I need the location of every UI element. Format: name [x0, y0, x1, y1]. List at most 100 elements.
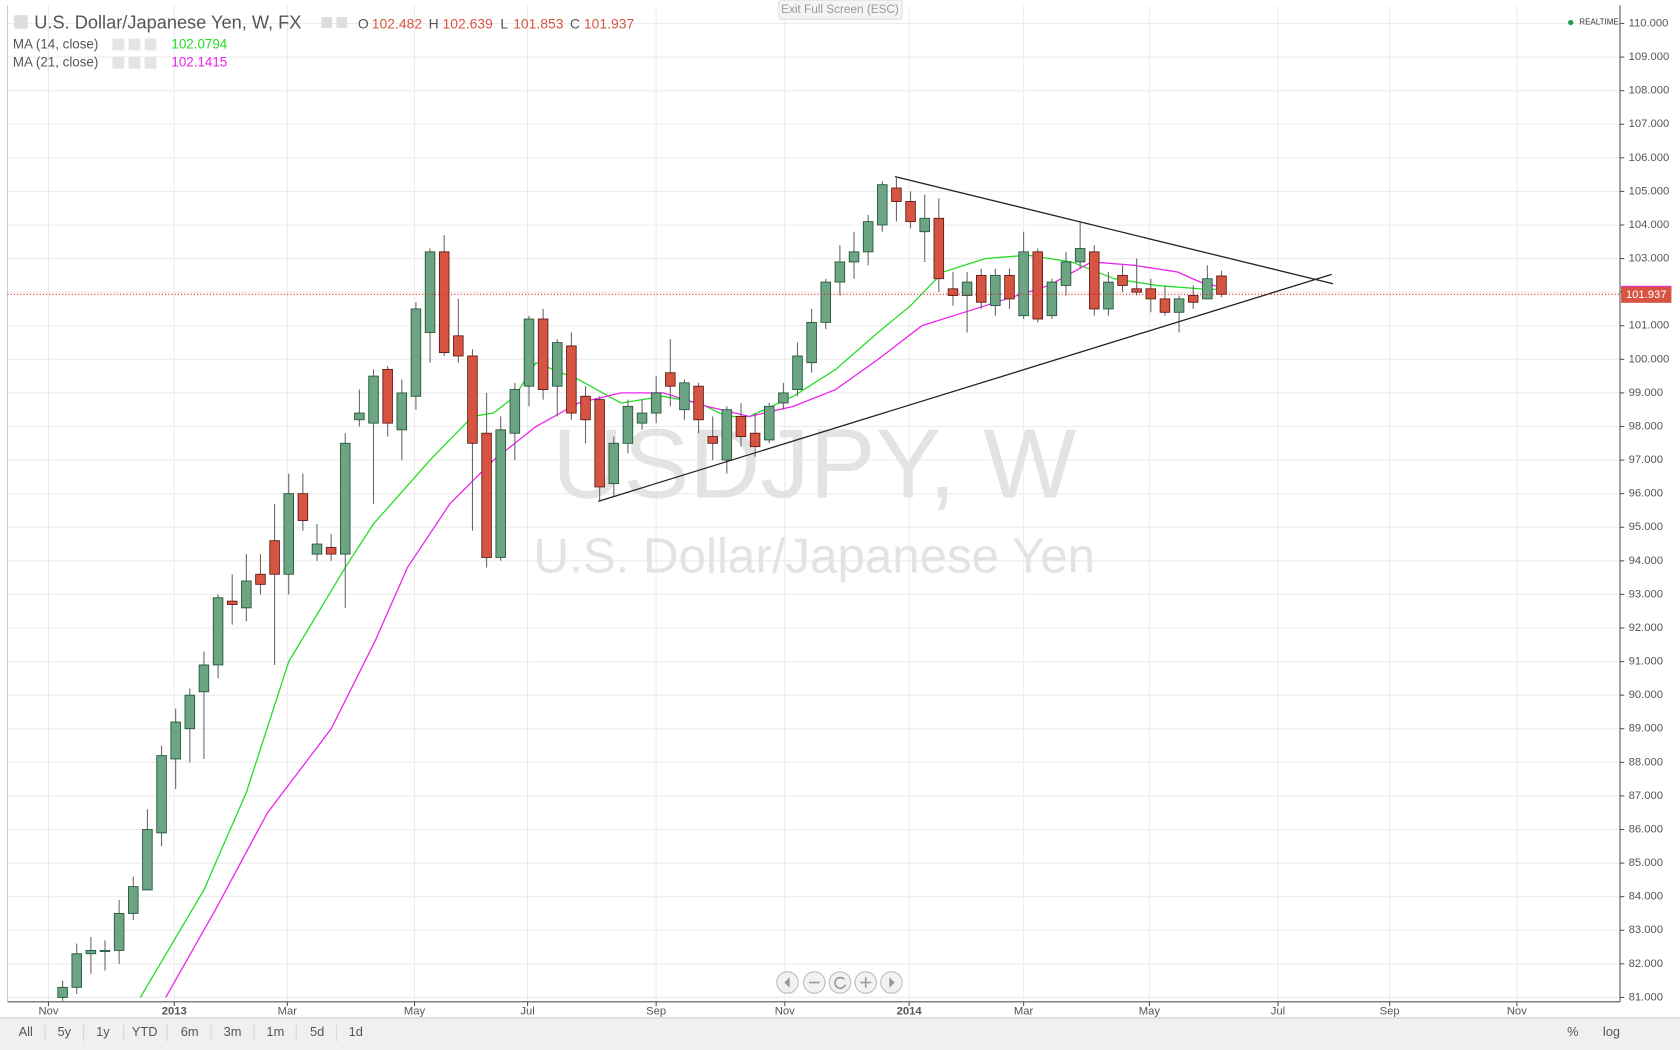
- range-button[interactable]: 5y: [57, 1024, 71, 1039]
- icon[interactable]: [128, 56, 141, 69]
- x-tick-label: Nov: [1507, 1005, 1527, 1017]
- grid: [7, 5, 1620, 1002]
- candle-body: [679, 382, 690, 411]
- candle-body: [933, 217, 945, 280]
- candle-body: [424, 251, 436, 333]
- candle-body: [99, 949, 111, 952]
- price-label-box: [1621, 286, 1672, 303]
- candle-body: [212, 597, 224, 666]
- favorite-icon[interactable]: [13, 15, 28, 29]
- icon[interactable]: [144, 56, 157, 69]
- candle-body: [71, 953, 82, 988]
- icon[interactable]: [336, 17, 348, 28]
- y-tick-label: 82.000: [1629, 958, 1663, 970]
- plot-area: [57, 177, 1227, 1001]
- candle-body: [241, 580, 252, 609]
- y-tick-label: 101.000: [1629, 320, 1670, 332]
- candle-body: [438, 251, 450, 354]
- candle-body: [693, 385, 704, 421]
- ohlc-value: 102.482: [372, 15, 423, 31]
- candle-body: [1145, 288, 1157, 300]
- trend-line: [598, 273, 1332, 503]
- candle-body: [156, 755, 167, 834]
- toolbar: [0, 1017, 1680, 1050]
- range-button[interactable]: 5d: [310, 1024, 324, 1039]
- candle-body: [1117, 274, 1128, 286]
- y-tick-label: 99.000: [1629, 387, 1663, 399]
- candle-body: [1004, 274, 1015, 300]
- candle-body: [283, 493, 294, 575]
- candle-body: [792, 355, 803, 390]
- candle-body: [311, 543, 323, 555]
- range-button[interactable]: All: [19, 1024, 33, 1039]
- x-tick-label: Jul: [1271, 1005, 1285, 1017]
- range-button[interactable]: 1y: [96, 1024, 110, 1039]
- range-button[interactable]: 3m: [224, 1024, 242, 1039]
- y-tick-label: 109.000: [1629, 51, 1670, 63]
- candle-body: [551, 342, 563, 387]
- realtime-dot: [1568, 19, 1574, 26]
- y-tick-label: 104.000: [1629, 219, 1670, 231]
- watermark-name: U.S. Dollar/Japanese Yen: [534, 528, 1095, 583]
- legend-label: MA (14, close): [13, 37, 98, 52]
- range-button[interactable]: 6m: [181, 1024, 199, 1039]
- icon[interactable]: [112, 56, 125, 69]
- candle-body: [226, 600, 238, 605]
- candle-body: [467, 355, 478, 444]
- icon[interactable]: [128, 38, 141, 51]
- y-tick-label: 96.000: [1629, 488, 1663, 500]
- candle-body: [495, 429, 506, 558]
- x-tick-label: Jul: [520, 1005, 534, 1017]
- chart-title: U.S. Dollar/Japanese Yen, W, FX: [34, 12, 301, 32]
- candle-body: [523, 318, 535, 387]
- candle-body: [975, 274, 987, 303]
- range-button[interactable]: 1m: [266, 1024, 284, 1039]
- candle-body: [396, 392, 408, 431]
- y-tick-label: 81.000: [1629, 991, 1663, 1003]
- candle-body: [113, 913, 125, 951]
- y-tick-label: 103.000: [1629, 253, 1670, 265]
- candle-body: [608, 442, 620, 485]
- ohlc-label: L: [500, 15, 508, 31]
- ohlc-label: C: [570, 15, 580, 31]
- candle-body: [1032, 251, 1043, 320]
- range-button[interactable]: YTD: [132, 1024, 158, 1039]
- candle-body: [665, 372, 676, 387]
- reset-button[interactable]: [828, 971, 852, 994]
- icon[interactable]: [112, 38, 125, 51]
- candle-body: [877, 184, 888, 226]
- log-toggle[interactable]: log: [1603, 1024, 1620, 1039]
- icon[interactable]: [144, 38, 157, 51]
- candle-body: [410, 308, 422, 397]
- y-tick-label: 110.000: [1629, 17, 1669, 29]
- candle-body: [382, 368, 393, 424]
- exit-fullscreen-button[interactable]: [778, 0, 903, 20]
- candle-body: [1060, 261, 1072, 286]
- candle-body: [580, 395, 591, 421]
- candle-body: [891, 187, 902, 202]
- candle-body: [905, 201, 916, 223]
- candle-body: [1187, 295, 1199, 303]
- candle-body: [990, 274, 1001, 307]
- ohlc-value: 101.937: [584, 15, 635, 31]
- candle-body: [566, 345, 577, 414]
- y-tick-label: 85.000: [1629, 857, 1663, 869]
- x-tick-label: 2013: [162, 1005, 187, 1017]
- x-tick-label: Nov: [38, 1005, 58, 1017]
- range-button[interactable]: 1d: [349, 1024, 363, 1039]
- candle-body: [594, 399, 605, 488]
- y-tick-label: 91.000: [1629, 656, 1663, 668]
- candle-body: [128, 886, 139, 914]
- icon[interactable]: [321, 17, 333, 28]
- exit-fullscreen-label: Exit Full Screen (ESC): [781, 3, 899, 16]
- ohlc-label: H: [429, 15, 439, 31]
- candle-body: [142, 829, 153, 891]
- y-tick-label: 88.000: [1629, 756, 1663, 768]
- candle-body: [650, 392, 662, 414]
- candle-body: [947, 288, 959, 296]
- percent-toggle[interactable]: %: [1567, 1024, 1578, 1039]
- candle-body: [453, 335, 464, 357]
- candle-body: [721, 409, 733, 461]
